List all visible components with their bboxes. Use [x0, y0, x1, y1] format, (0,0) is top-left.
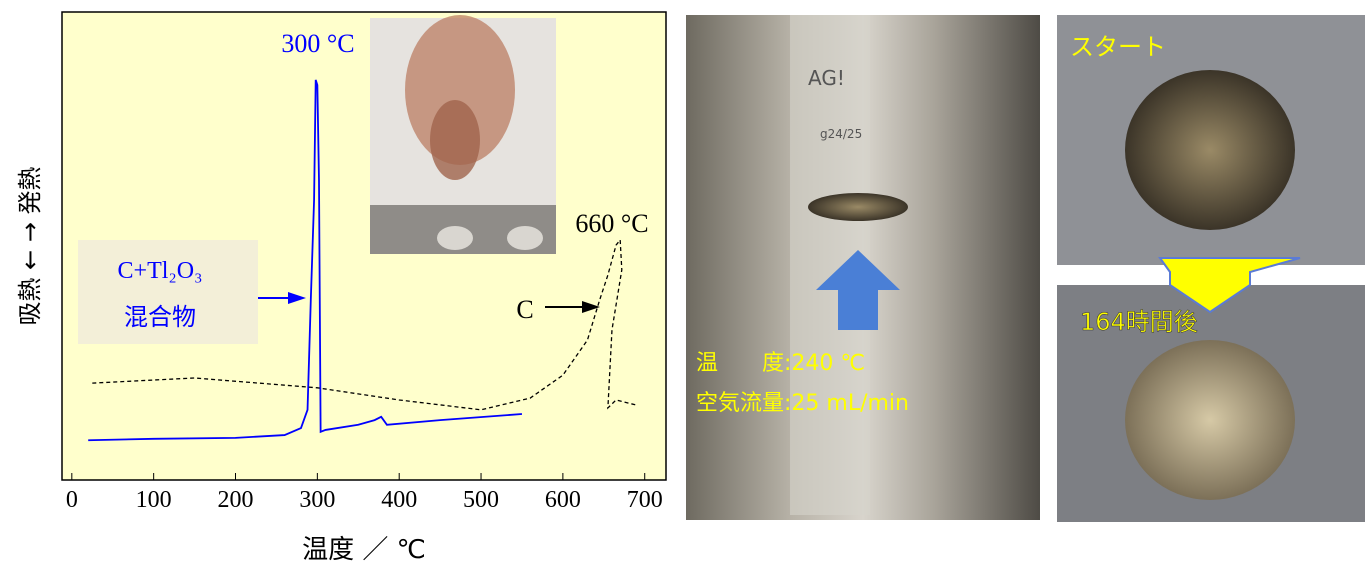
x-tick-label: 500	[463, 487, 499, 513]
x-tick-label: 300	[299, 487, 335, 513]
condition-text: 空気流量:25 mL/min	[696, 391, 909, 416]
figure: 0 100 200 300 400 500 600 700 温度 ／ ℃ 吸熱 ← → 発熱 300…	[0, 0, 1367, 567]
annotation: C	[516, 295, 533, 324]
annotation: 660 °C	[575, 209, 648, 238]
x-tick-label: 200	[218, 487, 254, 513]
dta-chart: 0 100 200 300 400 500 600 700 温度 ／ ℃ 吸熱 ← → 発熱 300…	[16, 12, 666, 565]
glass-size: g24/25	[820, 127, 862, 141]
photo-label: 164時間後	[1080, 308, 1198, 336]
x-tick-label: 700	[627, 487, 663, 513]
y-axis-label: 吸熱 ← → 発熱	[16, 166, 44, 325]
sample-photos: スタート 164時間後	[1057, 15, 1365, 522]
x-axis-label: 温度 ／ ℃	[302, 535, 426, 565]
x-tick-label: 100	[136, 487, 172, 513]
condition-text: 温 度:240 ℃	[696, 351, 865, 376]
x-tick-label: 600	[545, 487, 581, 513]
x-tick-label: 400	[381, 487, 417, 513]
photo-label: スタート	[1070, 33, 1166, 61]
glass-mark: AG!	[808, 66, 845, 90]
annotation: 300 °C	[281, 29, 354, 58]
reactor-photo: AG! g24/25 温 度:240 ℃ 空気流量:25 mL/min	[686, 15, 1040, 520]
x-tick-label: 0	[66, 487, 78, 513]
inset-photo	[370, 15, 556, 254]
annotation: C+Tl₂O₃	[118, 258, 203, 284]
annotation: 混合物	[124, 303, 196, 331]
